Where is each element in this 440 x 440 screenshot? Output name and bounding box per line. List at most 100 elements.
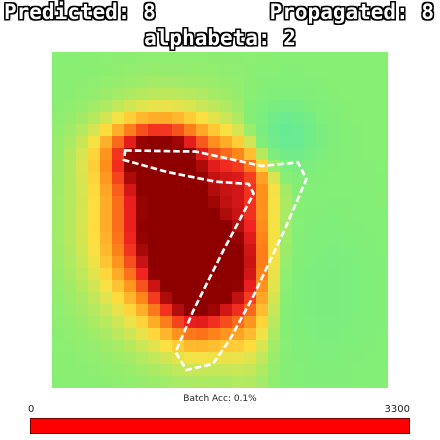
heatmap-cell: [184, 160, 197, 173]
heatmap-cell: [304, 268, 317, 281]
heatmap-cell: [316, 172, 329, 185]
heatmap-cell: [76, 304, 89, 317]
heatmap-cell: [352, 220, 365, 233]
heatmap-cell: [268, 112, 281, 125]
heatmap-cell: [376, 184, 388, 197]
heatmap-cell: [124, 136, 137, 149]
heatmap-cell: [136, 340, 149, 353]
heatmap-cell: [136, 292, 149, 305]
heatmap-cell: [268, 196, 281, 209]
heatmap-cell: [292, 340, 305, 353]
heatmap-cell: [148, 328, 161, 341]
heatmap-cell: [88, 148, 101, 161]
heatmap-cell: [172, 304, 185, 317]
heatmap-cell: [148, 256, 161, 269]
heatmap-cell: [220, 100, 233, 113]
heatmap-cell: [340, 340, 353, 353]
heatmap-cell: [352, 76, 365, 89]
heatmap-cell: [124, 172, 137, 185]
heatmap-cell: [328, 256, 341, 269]
heatmap-cell: [304, 340, 317, 353]
heatmap-cell: [148, 280, 161, 293]
heatmap-cell: [316, 328, 329, 341]
heatmap-cell: [160, 208, 173, 221]
heatmap-cell: [208, 316, 221, 329]
heatmap-cell: [64, 376, 77, 388]
heatmap-cell: [64, 196, 77, 209]
heatmap-cell: [328, 364, 341, 377]
heatmap-cell: [124, 232, 137, 245]
heatmap-cell: [280, 340, 293, 353]
heatmap-cell: [112, 292, 125, 305]
heatmap-cell: [160, 328, 173, 341]
heatmap-cell: [376, 292, 388, 305]
heatmap-cell: [136, 316, 149, 329]
heatmap-cell: [88, 304, 101, 317]
heatmap-cell: [244, 244, 257, 257]
heatmap-cell: [328, 328, 341, 341]
heatmap-cell: [340, 256, 353, 269]
heatmap-cell: [52, 328, 65, 341]
heatmap-cell: [100, 76, 113, 89]
heatmap-cell: [52, 232, 65, 245]
heatmap-cell: [52, 268, 65, 281]
heatmap-cell: [172, 244, 185, 257]
heatmap-cell: [268, 160, 281, 173]
scale-min-label: 0: [28, 404, 35, 415]
heatmap-cell: [100, 280, 113, 293]
heatmap-cell: [364, 88, 377, 101]
heatmap-cell: [304, 220, 317, 233]
heatmap-cell: [148, 136, 161, 149]
heatmap-cell: [304, 148, 317, 161]
heatmap-cell: [268, 76, 281, 89]
heatmap-cell: [172, 316, 185, 329]
heatmap-cell: [172, 148, 185, 161]
heatmap-cell: [64, 124, 77, 137]
heatmap-cell: [112, 64, 125, 77]
heatmap-cell: [136, 244, 149, 257]
heatmap-cell: [316, 136, 329, 149]
heatmap-cell: [88, 172, 101, 185]
heatmap-cell: [112, 184, 125, 197]
heatmap-cell: [304, 160, 317, 173]
heatmap-cell: [268, 352, 281, 365]
heatmap-cell: [220, 172, 233, 185]
heatmap-cell: [208, 76, 221, 89]
heatmap-cell: [292, 112, 305, 125]
heatmap-cell: [244, 124, 257, 137]
batch-accuracy-label: Batch Acc: 0.1%: [183, 394, 257, 404]
heatmap-cell: [340, 88, 353, 101]
heatmap-cell: [220, 208, 233, 221]
heatmap-cell: [280, 364, 293, 377]
heatmap-cell: [184, 184, 197, 197]
heatmap-cell: [64, 220, 77, 233]
heatmap-cell: [112, 268, 125, 281]
heatmap-cell: [376, 148, 388, 161]
heatmap-cell: [160, 76, 173, 89]
heatmap-cell: [292, 100, 305, 113]
heatmap-cell: [196, 160, 209, 173]
heatmap-cell: [172, 292, 185, 305]
heatmap-cell: [148, 340, 161, 353]
heatmap-cell: [184, 256, 197, 269]
heatmap-cell: [100, 220, 113, 233]
heatmap-cell: [352, 136, 365, 149]
heatmap-cell: [136, 112, 149, 125]
heatmap-cell: [208, 304, 221, 317]
heatmap-cell: [256, 184, 269, 197]
heatmap-cell: [220, 280, 233, 293]
heatmap-cell: [244, 340, 257, 353]
heatmap-cell: [160, 160, 173, 173]
heatmap-cell: [136, 268, 149, 281]
heatmap-cell: [172, 76, 185, 89]
digit-outline: [122, 149, 308, 372]
heatmap-cell: [208, 292, 221, 305]
heatmap-cell: [88, 64, 101, 77]
heatmap-cell: [268, 184, 281, 197]
heatmap-cell: [196, 220, 209, 233]
heatmap-cell: [148, 352, 161, 365]
heatmap-cell: [220, 376, 233, 388]
heatmap-cell: [148, 124, 161, 137]
heatmap-cell: [52, 100, 65, 113]
heatmap-cell: [220, 184, 233, 197]
